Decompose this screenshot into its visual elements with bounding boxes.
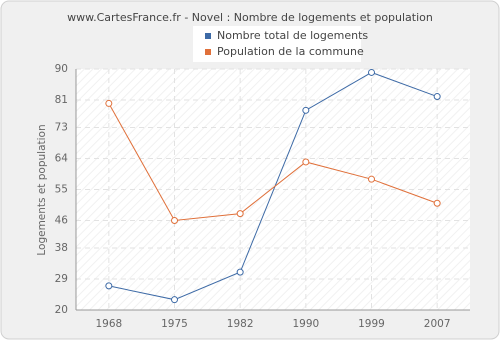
x-tick-label: 2007 <box>424 318 451 330</box>
y-tick-label: 90 <box>55 63 68 75</box>
data-point <box>236 268 244 276</box>
y-tick-label: 64 <box>55 153 69 165</box>
data-point <box>105 99 113 107</box>
y-tick-label: 29 <box>55 273 68 285</box>
x-tick-label: 1968 <box>95 318 122 330</box>
y-tick-label: 38 <box>55 242 68 254</box>
legend <box>193 26 361 62</box>
series-line <box>108 103 438 222</box>
series-line <box>108 71 438 301</box>
data-point <box>368 175 375 183</box>
data-point <box>236 210 244 218</box>
x-tick-label: 1999 <box>358 318 385 330</box>
data-point <box>433 93 441 101</box>
y-axis-label: Logements et population <box>36 124 48 255</box>
data-point <box>302 158 310 166</box>
data-point <box>302 106 310 114</box>
data-point <box>105 282 113 290</box>
data-point <box>171 296 178 304</box>
data-point <box>171 216 178 224</box>
legend-swatch <box>205 33 211 39</box>
x-tick-label: 1975 <box>161 318 188 330</box>
y-tick-label: 55 <box>55 184 68 196</box>
y-tick-label: 20 <box>55 304 68 316</box>
legend-label: Population de la commune <box>217 45 364 58</box>
x-tick-label: 1982 <box>227 318 254 330</box>
chart-title: www.CartesFrance.fr - Novel : Nombre de … <box>67 11 433 24</box>
y-tick-label: 46 <box>55 214 69 226</box>
legend-swatch <box>205 49 211 55</box>
legend-label: Nombre total de logements <box>217 29 368 42</box>
data-point <box>368 68 375 76</box>
x-tick-label: 1990 <box>292 318 319 330</box>
y-tick-label: 81 <box>55 94 68 106</box>
y-tick-label: 73 <box>55 122 68 134</box>
data-point <box>433 199 441 207</box>
